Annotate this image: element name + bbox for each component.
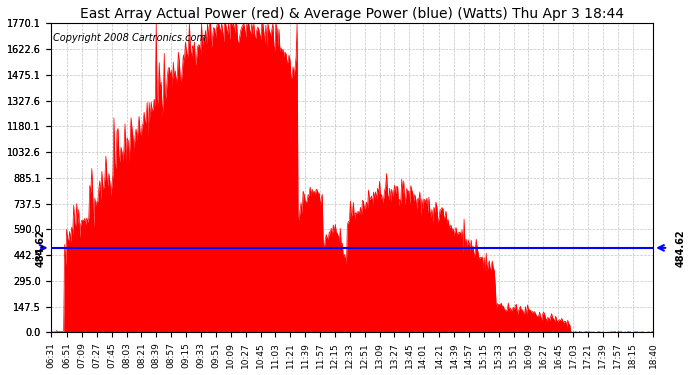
Title: East Array Actual Power (red) & Average Power (blue) (Watts) Thu Apr 3 18:44: East Array Actual Power (red) & Average …	[80, 7, 624, 21]
Text: 484.62: 484.62	[36, 229, 46, 267]
Text: 484.62: 484.62	[676, 229, 686, 267]
Text: Copyright 2008 Cartronics.com: Copyright 2008 Cartronics.com	[53, 33, 206, 43]
